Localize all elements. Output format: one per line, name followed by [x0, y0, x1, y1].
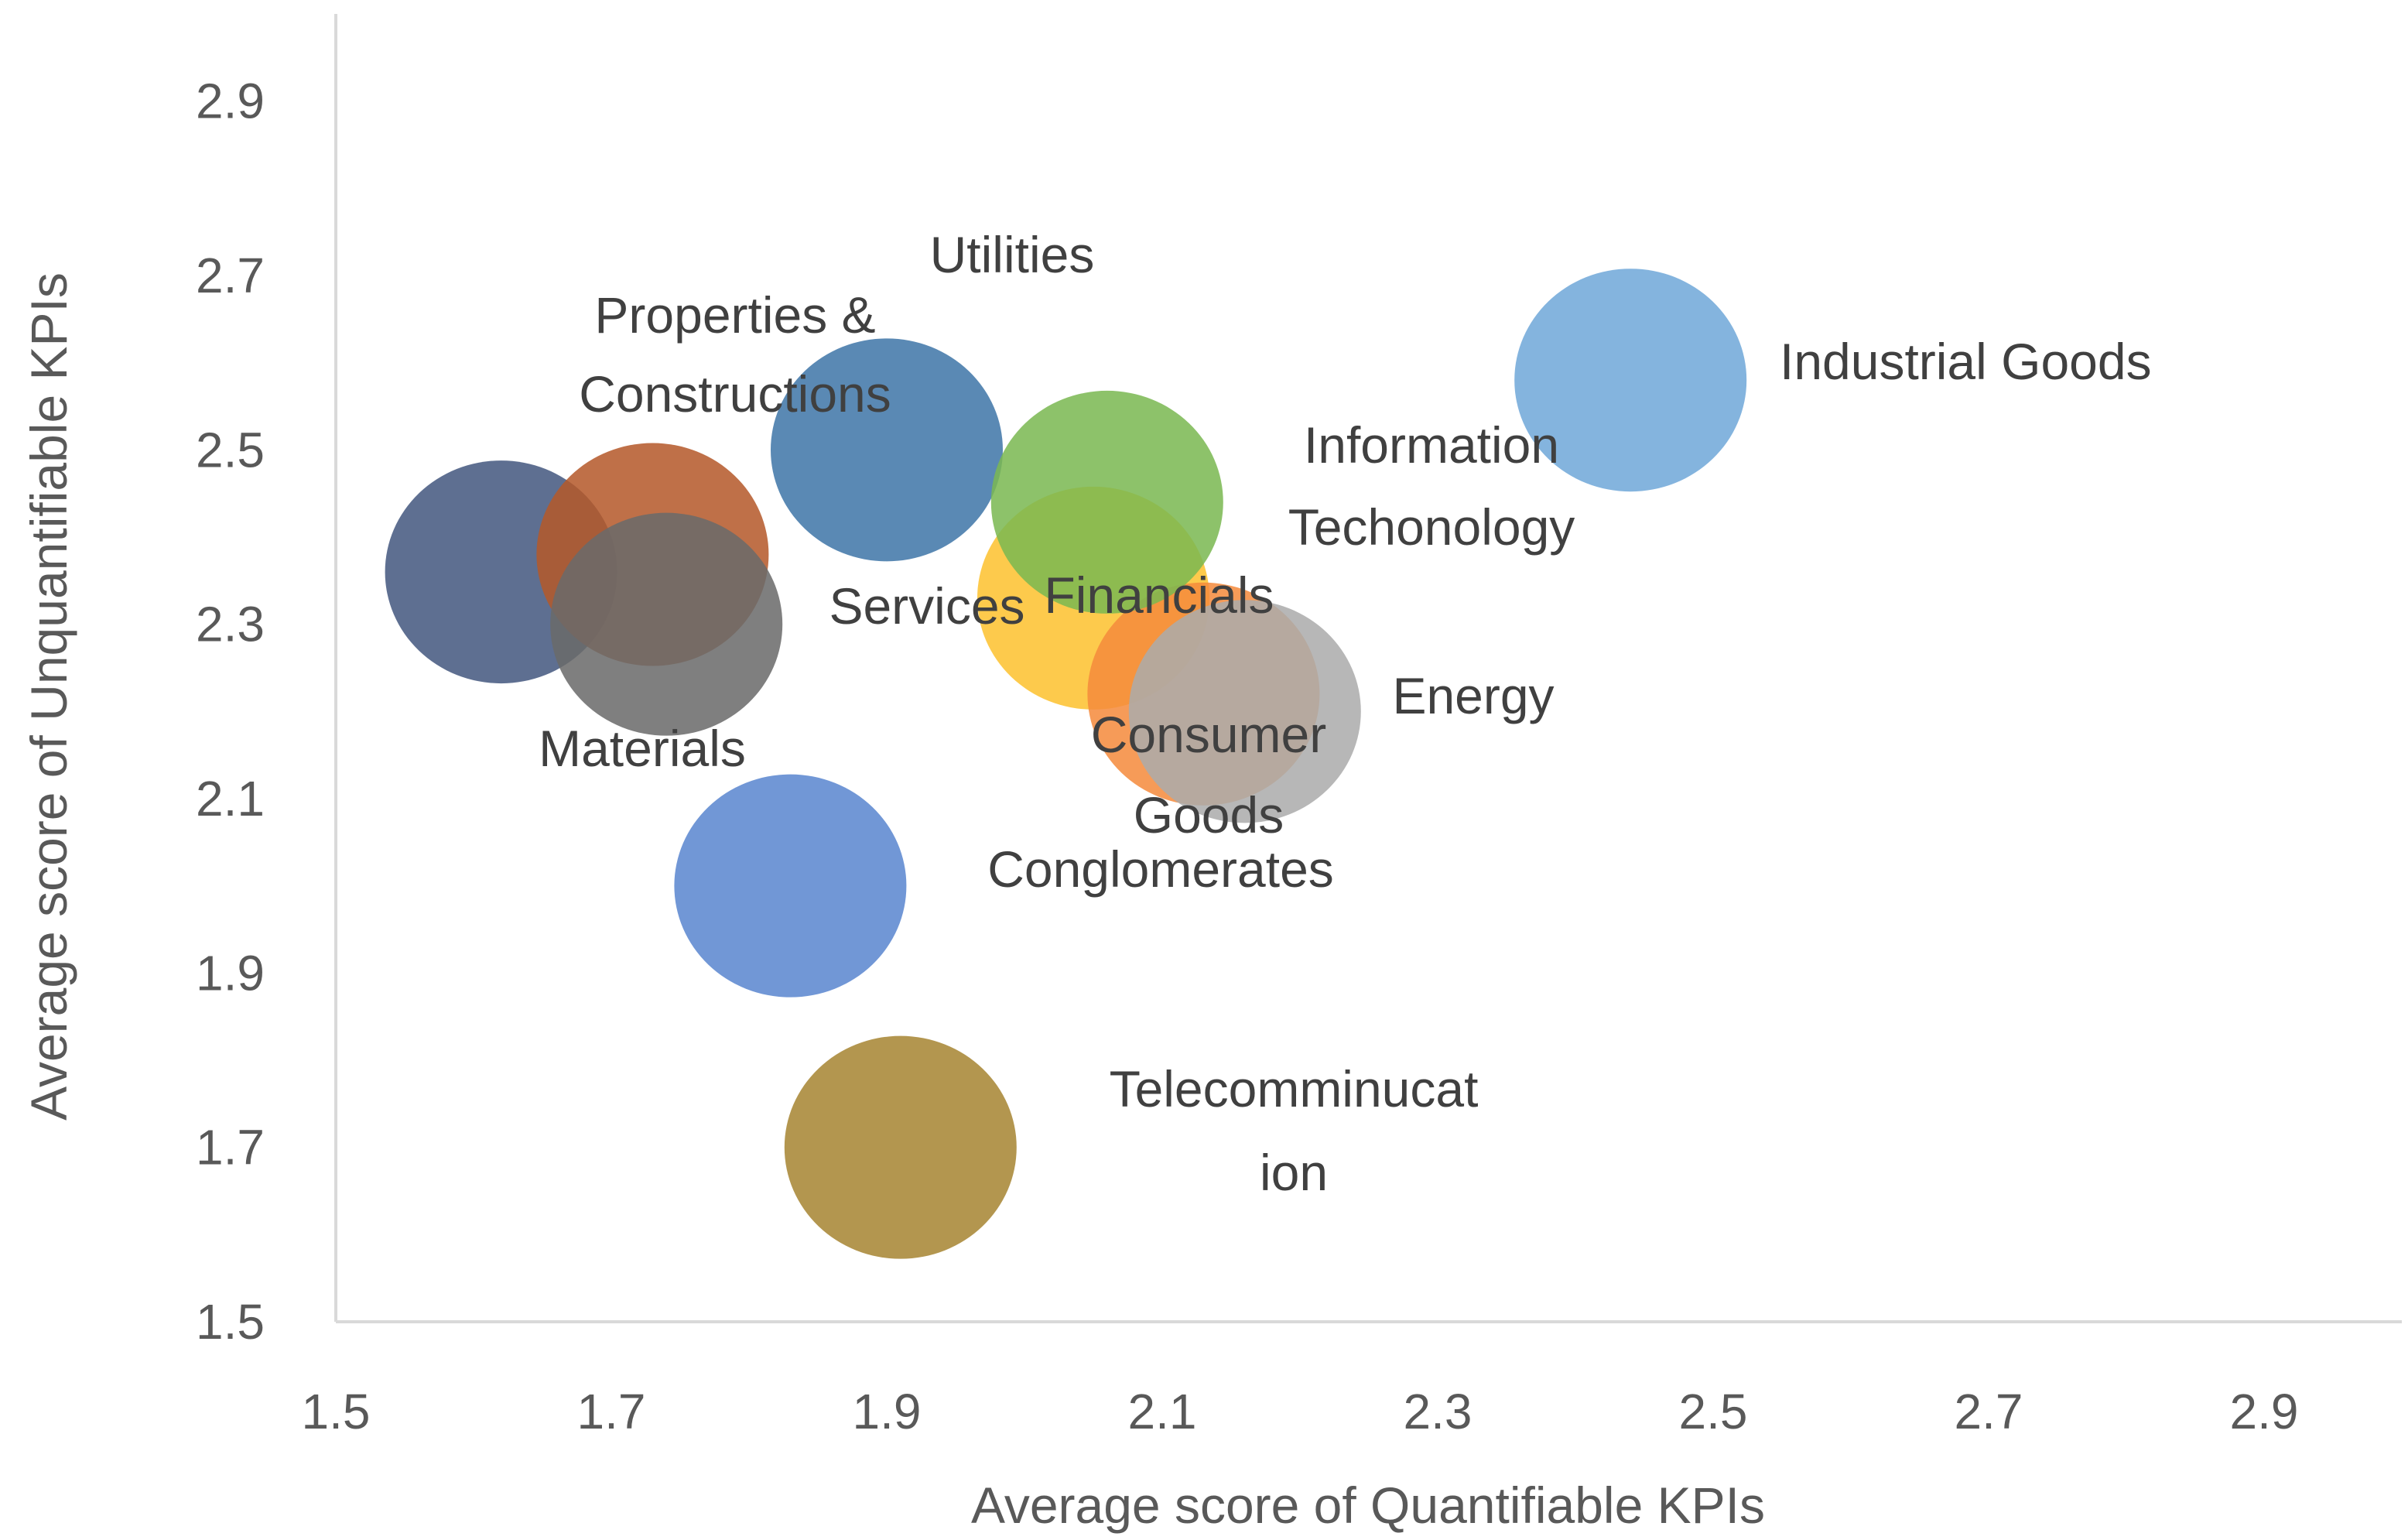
bubble-energy: [1128, 600, 1361, 823]
bubble-industrial-goods: [1514, 269, 1747, 492]
bubble-label-consumer-goods: Consumer Goods: [1091, 706, 1326, 844]
y-tick-label: 2.1: [196, 771, 265, 826]
x-tick-label: 1.7: [577, 1384, 646, 1439]
x-axis-title: Average score of Quantifiable KPIs: [971, 1477, 1765, 1534]
x-tick-label: 2.1: [1128, 1384, 1197, 1439]
x-tick-label: 1.9: [853, 1384, 922, 1439]
bubble-label-utilities: Utilities: [930, 226, 1095, 283]
x-tick-label: 1.5: [302, 1384, 371, 1439]
bubble-label-services: Services: [829, 577, 1024, 635]
bubble-label-properties-constructions: Properties & Constructions: [579, 286, 891, 423]
bubble-label-financials: Financials: [1044, 566, 1274, 624]
bubble-label-information-techonology: Information Techonology: [1288, 416, 1575, 556]
y-tick-label: 1.9: [196, 945, 265, 1001]
x-tick-label: 2.5: [1679, 1384, 1748, 1439]
bubble-information-techonology: [990, 390, 1223, 614]
y-tick-label: 1.7: [196, 1120, 265, 1176]
y-tick-label: 1.5: [196, 1294, 265, 1350]
y-tick-labels: 1.5 1.7 1.9 2.1 2.3 2.5 2.7 2.9: [196, 74, 265, 1350]
x-tick-label: 2.9: [2230, 1384, 2299, 1439]
bubble-utilities: [771, 338, 1003, 562]
y-axis-title: Average score of Unquantifiable KPIs: [20, 272, 77, 1121]
y-tick-label: 2.9: [196, 74, 265, 129]
y-tick-label: 2.5: [196, 422, 265, 477]
x-tick-labels: 1.5 1.7 1.9 2.1 2.3 2.5 2.7 2.9: [302, 1384, 2299, 1439]
bubble-label-telecomminucation: Telecomminucat ion: [1110, 1060, 1479, 1201]
bubble-label-conglomerates: Conglomerates: [987, 840, 1334, 898]
bubble-telecomminucation: [784, 1035, 1017, 1259]
x-tick-label: 2.3: [1404, 1384, 1473, 1439]
bubbles-layer: [385, 269, 1747, 1259]
bubble-labels-layer: Properties & Constructions Materials Utilit…: [539, 226, 2151, 1201]
x-tick-label: 2.7: [1955, 1384, 2023, 1439]
bubble-materials: [550, 512, 783, 736]
bubble-label-materials: Materials: [539, 720, 746, 777]
y-tick-label: 2.7: [196, 248, 265, 303]
bubble-label-industrial-goods: Industrial Goods: [1780, 333, 2152, 390]
y-tick-label: 2.3: [196, 597, 265, 652]
bubble-label-energy: Energy: [1392, 667, 1554, 724]
bubble-conglomerates: [674, 774, 907, 998]
